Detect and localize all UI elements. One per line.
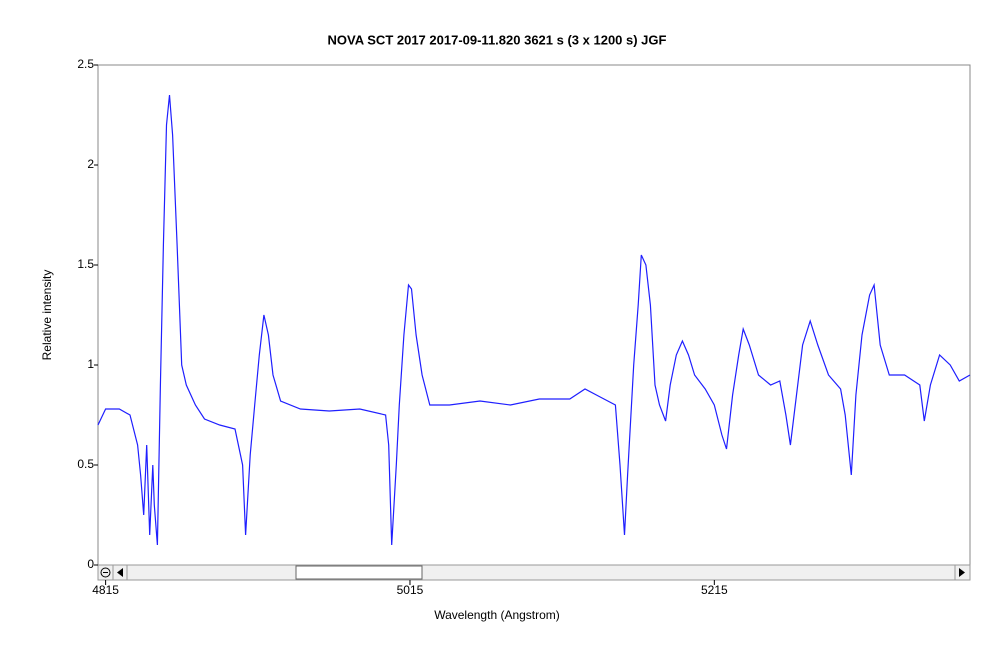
y-tick-label: 0 — [87, 557, 94, 571]
x-tick-label: 4815 — [92, 583, 119, 597]
scrollbar[interactable] — [97, 564, 971, 581]
y-tick-label: 2 — [87, 157, 94, 171]
x-axis-label: Wavelength (Angstrom) — [434, 608, 560, 622]
arrow-left — [117, 568, 123, 577]
y-axis-label: Relative intensity — [40, 270, 54, 361]
scroll-thumb[interactable] — [295, 565, 423, 580]
zoom-icon — [100, 567, 111, 578]
x-tick-label: 5215 — [701, 583, 728, 597]
y-tick-label: 0.5 — [77, 457, 94, 471]
scroll-track[interactable] — [97, 564, 971, 581]
spectrum-line — [97, 94, 971, 546]
y-tick-label: 1 — [87, 357, 94, 371]
x-tick-label: 5015 — [397, 583, 424, 597]
y-tick-label: 1.5 — [77, 257, 94, 271]
arrow-right — [959, 568, 965, 577]
y-tick-label: 2.5 — [77, 57, 94, 71]
chart-title: NOVA SCT 2017 2017-09-11.820 3621 s (3 x… — [328, 32, 667, 47]
